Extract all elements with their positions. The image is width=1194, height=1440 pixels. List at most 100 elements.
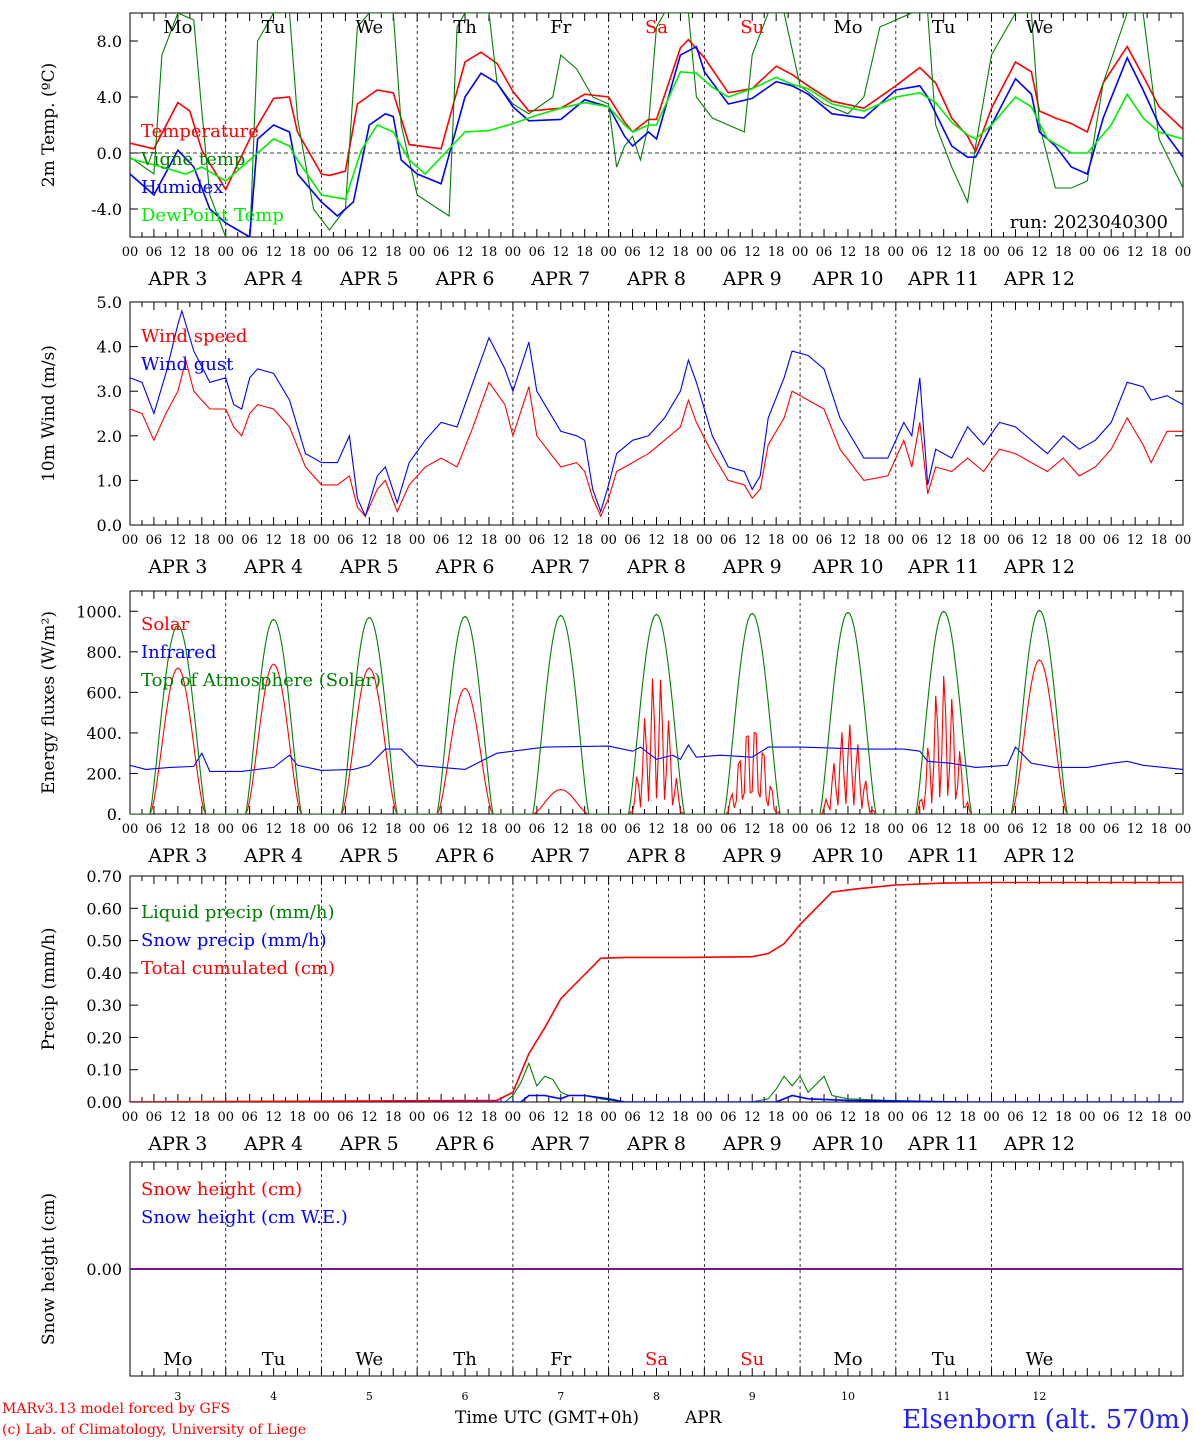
hour-label: 06 [911,1110,928,1125]
hour-label: 12 [361,1110,378,1125]
hour-label: 06 [720,533,737,548]
hour-label: 18 [768,533,785,548]
hour-label: 12 [744,245,761,260]
date-label: APR 7 [530,268,590,290]
hour-label: 18 [576,245,593,260]
date-label: APR 5 [339,1133,399,1155]
date-label: APR 5 [339,268,399,290]
hour-label: 00 [983,1110,1000,1125]
hour-label: 18 [289,533,306,548]
hour-label: 00 [313,1110,330,1125]
hour-label: 06 [529,822,546,837]
hour-label: 06 [1007,245,1024,260]
hour-label: 12 [648,1110,665,1125]
day-number-label: 6 [462,1390,469,1403]
hour-label: 18 [864,822,881,837]
hour-label: 06 [433,245,450,260]
hour-label: 00 [217,822,234,837]
y-tick-label: 0.50 [86,932,122,951]
hour-label: 06 [816,822,833,837]
hour-label: 12 [170,822,187,837]
day-label: We [355,1349,383,1370]
hour-label: 06 [529,1110,546,1125]
day-number-label: 10 [841,1390,855,1403]
day-label: Th [453,1349,477,1370]
day-number-label: 11 [937,1390,951,1403]
hour-label: 12 [1031,245,1048,260]
hour-label: 18 [1151,1110,1168,1125]
hour-label: 06 [433,533,450,548]
hour-label: 00 [792,533,809,548]
day-label: Su [740,17,764,38]
hour-label: 12 [1127,245,1144,260]
hour-label: 00 [217,245,234,260]
y-tick-label: 0.20 [86,1028,122,1047]
hour-label: 12 [840,533,857,548]
day-label: Sa [645,17,668,38]
hour-label: 18 [194,245,211,260]
day-label: We [1026,1349,1054,1370]
hour-label: 12 [361,245,378,260]
hour-label: 06 [146,822,163,837]
panel-frame [129,301,1184,526]
y-tick-label: 4.0 [97,338,122,357]
hour-label: 18 [385,533,402,548]
hour-label: 18 [481,822,498,837]
day-label: Tu [932,17,956,38]
date-label: APR 3 [147,845,207,867]
hour-label: 12 [1031,822,1048,837]
date-label: APR 6 [435,1133,495,1155]
hour-label: 00 [122,1110,139,1125]
hour-label: 00 [888,245,905,260]
hour-label: 12 [648,245,665,260]
hour-label: 18 [864,1110,881,1125]
legend-entry: Snow height (cm) [141,1179,302,1200]
hour-label: 12 [744,1110,761,1125]
hour-label: 12 [265,1110,282,1125]
series-line-wind-speed [130,359,1183,518]
hour-label: 06 [624,822,641,837]
hour-label: 18 [959,245,976,260]
series-line-vigne-temp [130,13,1183,237]
hour-label: 18 [194,822,211,837]
hour-label: 06 [241,245,258,260]
day-number-label: 5 [366,1390,373,1403]
day-number-label: 8 [653,1390,660,1403]
hour-label: 06 [911,822,928,837]
y-tick-label: 0.70 [86,867,122,886]
hour-label: 00 [696,1110,713,1125]
date-label: APR 10 [811,556,883,578]
hour-label: 00 [313,245,330,260]
hour-label: 12 [265,822,282,837]
hour-label: 06 [1103,533,1120,548]
date-label: APR 7 [530,556,590,578]
date-label: APR 3 [147,556,207,578]
hour-label: 18 [864,533,881,548]
hour-label: 00 [409,533,426,548]
legend-entry: Vigne temp [140,149,245,170]
y-tick-label: 0.0 [97,144,122,163]
legend-entry: Infrared [141,642,216,663]
x-axis-month: APR [684,1408,723,1428]
date-label: APR 4 [243,556,303,578]
hour-label: 18 [385,245,402,260]
date-label: APR 9 [722,268,782,290]
hour-label: 00 [696,822,713,837]
y-tick-label: 0.40 [86,964,122,983]
hour-label: 00 [888,822,905,837]
date-label: APR 4 [243,1133,303,1155]
hour-label: 12 [744,533,761,548]
hour-label: 18 [864,245,881,260]
date-label: APR 5 [339,556,399,578]
date-label: APR 10 [811,845,883,867]
hour-label: 12 [361,822,378,837]
hour-label: 00 [792,1110,809,1125]
hour-label: 00 [505,822,522,837]
date-label: APR 12 [1003,1133,1075,1155]
date-label: APR 12 [1003,268,1075,290]
hour-label: 06 [241,533,258,548]
date-label: APR 7 [530,1133,590,1155]
y-tick-label: 1000. [76,602,122,621]
hour-label: 00 [505,1110,522,1125]
